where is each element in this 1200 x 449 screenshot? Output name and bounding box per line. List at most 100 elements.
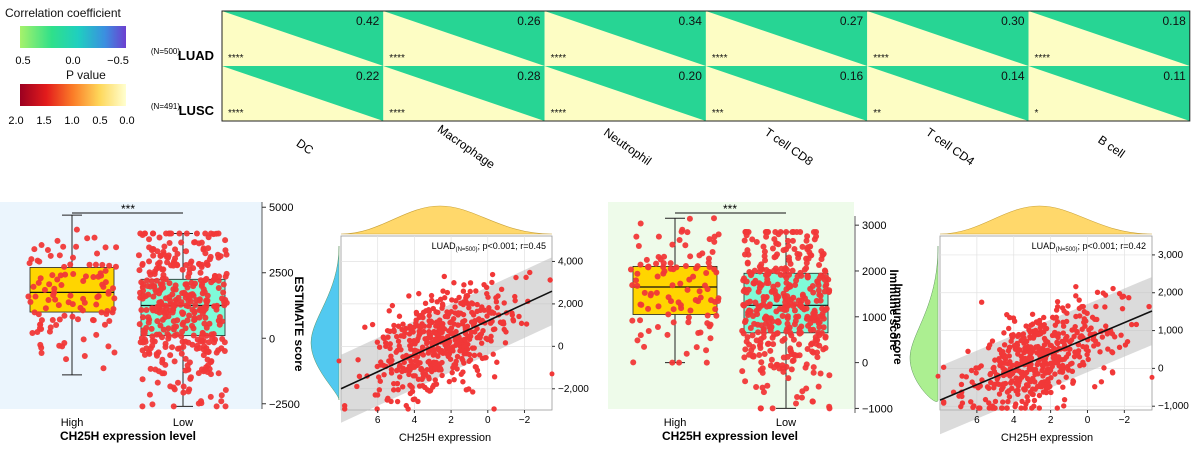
jitter-point (222, 273, 229, 280)
heatmap-column-label: B cell (1095, 133, 1127, 161)
jitter-point (109, 309, 116, 316)
jitter-point (756, 352, 763, 359)
jitter-point (687, 253, 694, 260)
scatter-point (1001, 330, 1007, 336)
scatter-point (958, 403, 964, 410)
jitter-point (803, 237, 810, 244)
jitter-point (35, 279, 42, 286)
jitter-point (630, 359, 637, 366)
jitter-point (713, 269, 720, 276)
jitter-point (682, 262, 689, 269)
scatter-point (986, 405, 992, 411)
jitter-point (655, 233, 662, 240)
scatter-point (1006, 344, 1013, 351)
jitter-point (141, 351, 148, 358)
scatter-point (1029, 405, 1035, 411)
jitter-point (174, 250, 181, 257)
heatmap-cell-stars: **** (228, 53, 244, 64)
y-tick-label: 3,000 (1158, 250, 1183, 261)
jitter-point (209, 335, 216, 342)
scatter-point (399, 384, 406, 390)
jitter-point (205, 349, 212, 356)
jitter-point (207, 393, 214, 400)
scatter-point (1015, 391, 1021, 398)
jitter-point (790, 302, 797, 309)
scatter-point (494, 304, 500, 311)
immune-scatter-plot: 6 4 2 0 −2 3,000 2,000 1,000 0 −1,000 (909, 205, 1189, 435)
jitter-point (163, 304, 170, 311)
jitter-point (629, 282, 636, 289)
scatter-point (1133, 321, 1140, 328)
scatter-point (355, 357, 361, 363)
jitter-point (73, 243, 80, 250)
scatter-point (1101, 365, 1107, 371)
jitter-point (796, 330, 803, 337)
jitter-point (165, 325, 172, 332)
corr-tick-label: −0.5 (107, 55, 129, 67)
heatmap-cell-value: 0.20 (679, 69, 703, 83)
jitter-point (189, 322, 196, 329)
scatter-point (385, 395, 391, 402)
scatter-point (433, 323, 439, 329)
scatter-point (1048, 389, 1054, 396)
immune-box-xlabel: CH25H expression level (662, 429, 798, 443)
jitter-point (164, 259, 171, 266)
jitter-point (792, 282, 799, 289)
jitter-point (153, 265, 160, 272)
heatmap-column-label: Neutrophil (601, 125, 654, 168)
jitter-point (743, 278, 750, 285)
scatter-point (1073, 293, 1079, 299)
jitter-point (789, 229, 796, 236)
jitter-point (146, 269, 153, 276)
jitter-point (45, 296, 52, 303)
scatter-point (470, 312, 477, 318)
jitter-point (94, 250, 101, 257)
scatter-point (1014, 376, 1020, 382)
scatter-point (999, 405, 1005, 411)
scatter-point (388, 353, 394, 359)
scatter-point (377, 378, 383, 384)
jitter-point (111, 295, 118, 302)
jitter-point (783, 229, 790, 236)
scatter-point (441, 273, 447, 280)
scatter-point (1053, 314, 1060, 321)
scatter-point (989, 338, 996, 344)
jitter-point (803, 305, 810, 312)
y-tick-label: 0 (862, 358, 868, 370)
scatter-point (437, 296, 444, 302)
jitter-point (781, 272, 788, 279)
p-tick-label: 1.5 (36, 115, 51, 127)
scatter-point (1023, 323, 1029, 329)
jitter-point (683, 350, 690, 357)
jitter-point (165, 254, 172, 261)
jitter-point (764, 276, 771, 283)
scatter-point (478, 340, 485, 346)
jitter-point (138, 307, 145, 314)
scatter-point (471, 352, 478, 359)
scatter-point (417, 360, 423, 366)
scatter-point (1109, 349, 1116, 356)
scatter-point (433, 309, 439, 315)
heatmap-row-labels: LUAD (N=500) LUSC (N=491) (151, 47, 215, 118)
jitter-point (741, 237, 748, 244)
jitter-point (791, 321, 798, 328)
x-tick-label: 6 (375, 415, 381, 426)
jitter-point (797, 229, 804, 236)
scatter-point (447, 347, 453, 354)
jitter-point (156, 234, 163, 241)
jitter-point (158, 285, 165, 292)
jitter-point (814, 354, 821, 361)
scatter-point (482, 355, 488, 361)
jitter-point (186, 266, 193, 273)
jitter-point (817, 272, 824, 279)
scatter-point (453, 358, 459, 365)
jitter-point (50, 292, 57, 299)
jitter-point (798, 323, 805, 330)
jitter-point (153, 350, 160, 357)
jitter-point (774, 281, 781, 288)
scatter-point (453, 298, 459, 304)
jitter-point (192, 280, 199, 287)
heatmap-border (221, 10, 1191, 122)
jitter-point (169, 291, 176, 298)
heatmap-cell-value: 0.30 (1001, 14, 1025, 28)
